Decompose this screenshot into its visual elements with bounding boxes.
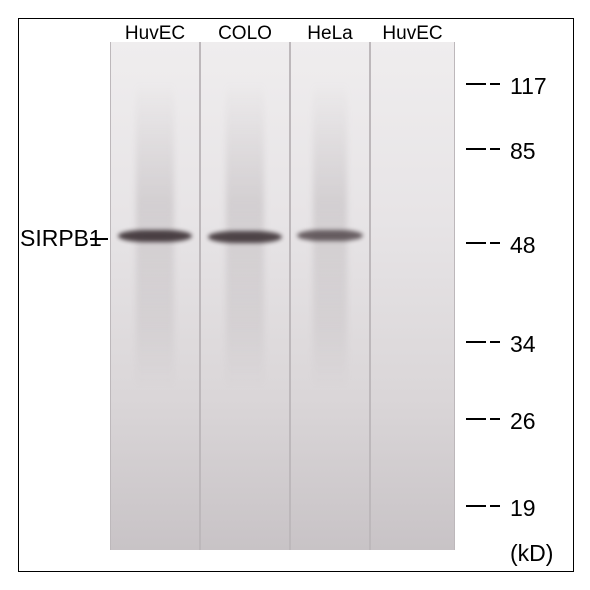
lane-label: HeLa — [307, 23, 352, 45]
marker-tick-2 — [490, 505, 500, 507]
marker-label: 85 — [510, 138, 536, 165]
marker-tick-2 — [490, 341, 500, 343]
marker-tick — [466, 505, 486, 507]
marker-tick — [466, 418, 486, 420]
marker-tick-2 — [490, 242, 500, 244]
blot-area — [110, 42, 455, 550]
protein-band — [297, 230, 363, 241]
lane-2 — [290, 42, 370, 550]
protein-band — [118, 230, 192, 242]
lane-3 — [370, 42, 455, 550]
lane-0 — [110, 42, 200, 550]
left-tick-inner — [98, 238, 108, 240]
protein-band — [208, 231, 282, 243]
marker-label: 34 — [510, 331, 536, 358]
marker-label: 48 — [510, 232, 536, 259]
lane-1 — [200, 42, 290, 550]
marker-tick-2 — [490, 148, 500, 150]
marker-tick — [466, 341, 486, 343]
marker-unit: (kD) — [510, 540, 553, 567]
marker-label: 19 — [510, 495, 536, 522]
marker-tick-2 — [490, 418, 500, 420]
marker-tick — [466, 83, 486, 85]
marker-label: 26 — [510, 408, 536, 435]
marker-tick — [466, 242, 486, 244]
lane-label: HuvEC — [125, 23, 185, 45]
lane-label: COLO — [218, 23, 272, 45]
lane-label: HuvEC — [382, 23, 442, 45]
marker-tick-2 — [490, 83, 500, 85]
marker-tick — [466, 148, 486, 150]
marker-label: 117 — [510, 73, 547, 100]
